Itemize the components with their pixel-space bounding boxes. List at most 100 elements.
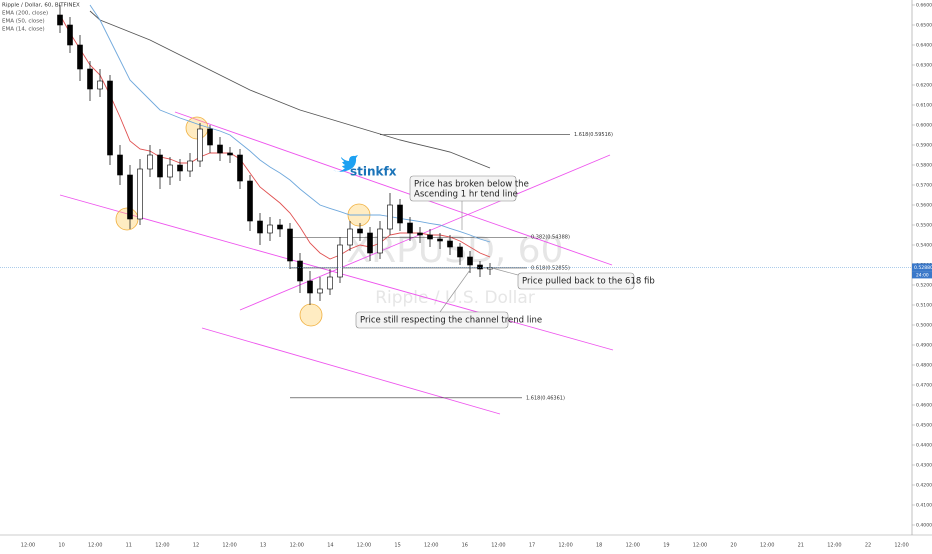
fib-label: 0.382(0.54388) <box>531 235 570 241</box>
highlight-circle <box>115 207 139 231</box>
plot <box>57 4 493 305</box>
candle-body <box>57 14 63 26</box>
x-tick-label: 12:00 <box>827 543 841 549</box>
channel-line <box>201 327 501 415</box>
x-tick-label: 14 <box>327 543 333 549</box>
candle-body <box>327 276 333 290</box>
callout-text: Ascending 1 hr tend line <box>414 190 518 200</box>
brand: stinkfx <box>333 155 397 179</box>
drawings <box>59 111 614 415</box>
candle-body <box>267 224 273 234</box>
ema-line <box>89 4 491 243</box>
candle-body <box>177 164 183 172</box>
callout-box <box>517 272 635 290</box>
candle-body <box>407 222 413 234</box>
candle-body <box>437 238 443 242</box>
candle-body <box>307 280 313 294</box>
x-tick-label: 20 <box>730 543 736 549</box>
candle-body <box>67 24 73 46</box>
callout-text: Price pulled back to the 618 fib <box>522 277 655 287</box>
x-tick-label: 11 <box>126 543 132 549</box>
last-price-tag <box>912 263 932 272</box>
x-tick-label: 12:00 <box>88 543 102 549</box>
legend-entry: EMA (200, close) <box>2 11 48 17</box>
candle-body <box>387 204 393 230</box>
channel-line <box>174 111 613 266</box>
last-price-label: 0.52880 <box>914 265 932 271</box>
x-tick-label: 13 <box>260 543 266 549</box>
x-tick-label: 15 <box>394 543 400 549</box>
legend: Ripple / Dollar, 60, BITFINEX EMA (200, … <box>2 3 80 33</box>
candle-body <box>297 260 303 282</box>
candle-body <box>147 154 153 170</box>
fib-label: 0.618(0.52855) <box>531 265 570 271</box>
x-tick-label: 17 <box>529 543 535 549</box>
y-tick-label: 0.40000 <box>916 523 932 529</box>
x-tick-label: 12:00 <box>155 543 169 549</box>
candle-body <box>97 80 103 90</box>
candle-body <box>477 264 483 270</box>
candle-body <box>447 240 453 248</box>
candle-body <box>417 232 423 236</box>
x-tick-label: 12:00 <box>626 543 640 549</box>
brand-text: stinkfx <box>350 165 397 179</box>
channel-line <box>59 194 614 351</box>
x-tick-label: 12:00 <box>222 543 236 549</box>
callout-box <box>409 175 517 202</box>
callout-pointer <box>439 269 471 313</box>
callout-text: Price has broken below the <box>414 180 529 190</box>
highlight-circle <box>299 303 323 327</box>
candle-body <box>467 256 473 266</box>
fib-label: 1.618(0.46361) <box>526 395 565 401</box>
candle-body <box>367 232 373 254</box>
candle-body <box>237 154 243 182</box>
watermark-sub: Ripple / U.S. Dollar <box>375 288 535 308</box>
candle-body <box>137 168 143 220</box>
x-tick-label: 21 <box>798 543 804 549</box>
candle-body <box>377 228 383 254</box>
candle-body <box>77 44 83 70</box>
candle-body <box>107 80 113 156</box>
x-tick-label: 12:00 <box>21 543 35 549</box>
x-tick-label: 12:00 <box>424 543 438 549</box>
callout-text: Price still respecting the channel trend… <box>360 316 542 326</box>
candle-body <box>357 228 363 234</box>
fib-group: 1.618(0.59516) 0.382(0.54388) 0.618(0.5285… <box>290 132 613 401</box>
x-tick-label: 12:00 <box>894 543 908 549</box>
candle-body <box>207 128 213 146</box>
candle-body <box>187 160 193 172</box>
candle-body <box>257 220 263 234</box>
callout-pointer <box>491 267 519 276</box>
countdown: 24:00 <box>916 272 929 278</box>
candle-body <box>87 68 93 90</box>
callout-box <box>355 311 509 329</box>
x-tick-label: 22 <box>865 543 871 549</box>
candle-body <box>247 180 253 222</box>
bird-icon <box>333 155 358 172</box>
x-tick-label: 12:00 <box>760 543 774 549</box>
candle-body <box>287 228 293 262</box>
highlight-circle <box>185 116 209 140</box>
x-tick-label: 18 <box>596 543 602 549</box>
callouts: Price has broken below the Ascending 1 h… <box>355 175 655 329</box>
x-tick-label: 10 <box>58 543 64 549</box>
ema-line <box>89 10 491 169</box>
countdown-tag <box>912 271 932 279</box>
